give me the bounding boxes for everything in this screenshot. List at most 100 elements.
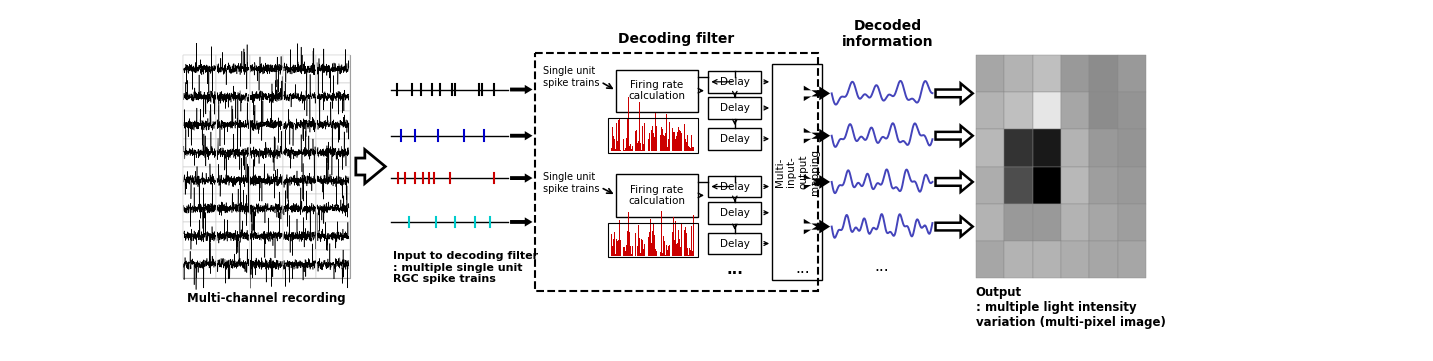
Polygon shape — [510, 173, 533, 183]
Bar — [1060, 166, 1089, 204]
Bar — [249, 195, 282, 222]
Text: ...: ... — [874, 259, 890, 274]
Bar — [317, 83, 350, 111]
Bar — [1033, 92, 1060, 129]
Bar — [1005, 129, 1033, 166]
Bar — [1060, 92, 1089, 129]
Polygon shape — [804, 128, 824, 143]
Bar — [183, 166, 216, 195]
Bar — [183, 55, 350, 278]
Bar — [216, 139, 249, 166]
Bar — [249, 55, 282, 83]
Bar — [976, 204, 1005, 241]
Bar — [216, 83, 249, 111]
Bar — [708, 233, 761, 254]
Bar — [183, 83, 216, 111]
Polygon shape — [510, 217, 533, 227]
Polygon shape — [936, 172, 973, 192]
Bar — [1033, 204, 1060, 241]
Text: Multi-channel recording: Multi-channel recording — [186, 292, 345, 305]
Bar — [1118, 55, 1146, 92]
Bar — [216, 222, 249, 250]
Bar — [1005, 55, 1033, 92]
Bar — [249, 83, 282, 111]
Bar — [282, 55, 317, 83]
Text: Decoded
information: Decoded information — [841, 18, 933, 49]
Bar — [616, 174, 698, 217]
Bar — [1005, 166, 1033, 204]
Polygon shape — [818, 129, 830, 143]
Polygon shape — [804, 174, 824, 190]
Bar — [1060, 241, 1089, 278]
Bar — [183, 195, 216, 222]
Text: Multi-
input-
output
mapping: Multi- input- output mapping — [775, 149, 820, 195]
Bar — [609, 223, 698, 257]
Text: Delay: Delay — [719, 239, 749, 248]
Bar — [183, 222, 216, 250]
Bar — [708, 97, 761, 119]
Bar — [708, 71, 761, 93]
Bar — [1118, 92, 1146, 129]
Bar — [216, 250, 249, 278]
Bar — [609, 118, 698, 153]
Bar — [317, 250, 350, 278]
Polygon shape — [804, 86, 824, 101]
Polygon shape — [936, 217, 973, 236]
Bar — [708, 202, 761, 223]
Polygon shape — [818, 86, 830, 100]
Bar — [535, 53, 818, 291]
Bar — [282, 195, 317, 222]
Bar — [216, 195, 249, 222]
Text: Firing rate
calculation: Firing rate calculation — [629, 80, 685, 101]
Text: Firing rate
calculation: Firing rate calculation — [629, 184, 685, 206]
Bar — [282, 250, 317, 278]
Bar — [976, 129, 1005, 166]
Bar — [317, 222, 350, 250]
Bar — [317, 55, 350, 83]
Bar — [616, 70, 698, 112]
Text: Delay: Delay — [719, 208, 749, 218]
Polygon shape — [510, 85, 533, 94]
Bar — [183, 111, 216, 139]
Bar — [216, 55, 249, 83]
Bar — [1005, 241, 1033, 278]
Bar — [317, 111, 350, 139]
Bar — [317, 139, 350, 166]
Bar — [976, 166, 1005, 204]
Bar — [282, 222, 317, 250]
Bar — [1005, 92, 1033, 129]
Bar — [1089, 204, 1118, 241]
Text: Delay: Delay — [719, 77, 749, 87]
Text: ...: ... — [795, 261, 810, 276]
Bar — [1033, 129, 1060, 166]
Polygon shape — [818, 175, 830, 189]
Bar — [1060, 204, 1089, 241]
Bar — [708, 176, 761, 197]
Text: Output
: multiple light intensity
variation (multi-pixel image): Output : multiple light intensity variat… — [976, 286, 1165, 329]
Bar — [282, 166, 317, 195]
Bar — [282, 139, 317, 166]
Bar — [1089, 129, 1118, 166]
Bar — [317, 166, 350, 195]
Bar — [1089, 166, 1118, 204]
Bar — [216, 166, 249, 195]
Text: ...: ... — [727, 262, 744, 277]
Bar — [282, 83, 317, 111]
Bar — [772, 64, 823, 280]
Bar — [1033, 166, 1060, 204]
Text: Delay: Delay — [719, 134, 749, 144]
Text: Single unit
spike trains: Single unit spike trains — [543, 172, 599, 193]
Bar — [249, 139, 282, 166]
Bar — [976, 55, 1005, 92]
Bar — [183, 55, 216, 83]
Polygon shape — [355, 149, 385, 183]
Polygon shape — [936, 126, 973, 146]
Bar — [1118, 241, 1146, 278]
Polygon shape — [804, 219, 824, 234]
Bar — [1118, 166, 1146, 204]
Bar — [282, 111, 317, 139]
Bar — [249, 166, 282, 195]
Bar — [1005, 204, 1033, 241]
Bar — [1033, 241, 1060, 278]
Polygon shape — [510, 131, 533, 140]
